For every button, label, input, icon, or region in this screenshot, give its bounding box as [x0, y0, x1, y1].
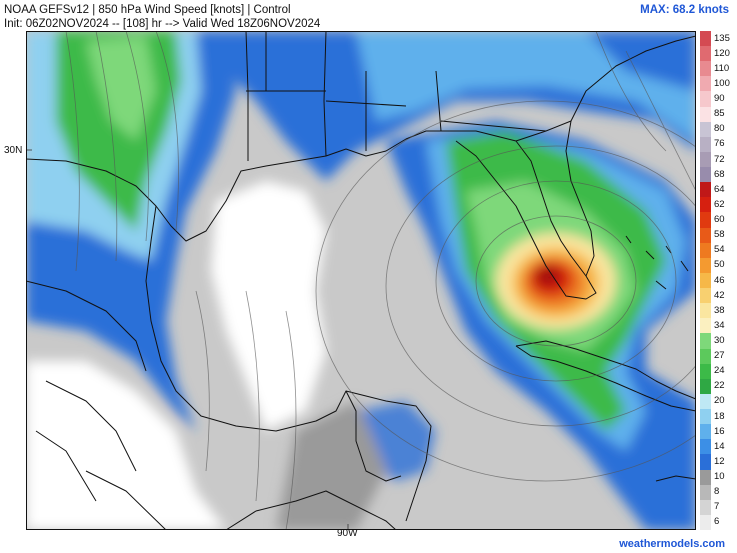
- colorbar-tick-label: 85: [714, 108, 725, 120]
- colorbar-tick-label: 110: [714, 62, 730, 74]
- colorbar-tick-label: 6: [714, 516, 720, 528]
- colorbar-tick-label: 58: [714, 229, 725, 241]
- colorbar-swatch: [700, 227, 711, 244]
- colorbar-swatch: [700, 439, 711, 455]
- colorbar-swatch: [700, 424, 711, 440]
- colorbar-swatch: [700, 212, 711, 229]
- colorbar-swatch: [700, 106, 711, 123]
- colorbar-tick-label: 27: [714, 350, 725, 362]
- colorbar-tick-label: 10: [714, 471, 725, 483]
- colorbar-tick-label: 22: [714, 380, 725, 392]
- colorbar-swatch: [700, 318, 711, 334]
- wind-streamlines: [65, 31, 696, 530]
- colorbar-tick-label: 62: [714, 198, 725, 210]
- colorbar-tick-label: 46: [714, 274, 725, 286]
- colorbar-swatch: [700, 469, 711, 486]
- colorbar-tick-label: 20: [714, 395, 725, 407]
- colorbar-tick-label: 34: [714, 319, 725, 331]
- colorbar-swatch: [700, 484, 711, 501]
- colorbar-swatch: [700, 167, 711, 183]
- colorbar-swatch: [700, 303, 711, 319]
- title-line-1: NOAA GEFSv12 | 850 hPa Wind Speed [knots…: [4, 4, 291, 16]
- colorbar-swatch: [700, 272, 711, 289]
- colorbar-tick-label: 68: [714, 168, 725, 180]
- colorbar-swatch: [700, 393, 711, 410]
- map-title: NOAA GEFSv12 | 850 hPa Wind Speed [knots…: [4, 3, 320, 31]
- colorbar-tick-label: 60: [714, 214, 725, 225]
- colorbar-swatch: [700, 151, 711, 168]
- colorbar-tick-label: 80: [714, 123, 725, 135]
- latitude-label: 30N: [4, 145, 23, 156]
- colorbar-tick-label: 76: [714, 138, 725, 150]
- colorbar-tick-label: 24: [714, 365, 725, 377]
- colorbar-tick-label: 12: [714, 455, 725, 467]
- colorbar-tick-label: 8: [714, 486, 720, 498]
- colorbar-swatch: [700, 46, 711, 62]
- colorbar-swatch: [700, 454, 711, 470]
- credit-link[interactable]: weathermodels.com: [619, 538, 725, 550]
- colorbar-swatch: [700, 288, 711, 304]
- wind-speed-map: [26, 31, 696, 530]
- colorbar-swatch: [700, 242, 711, 259]
- colorbar-tick-label: 135: [714, 32, 730, 44]
- colorbar-swatch: [700, 514, 711, 531]
- colorbar-tick-label: 90: [714, 93, 725, 105]
- colorbar-tick-label: 54: [714, 244, 725, 256]
- colorbar-tick-label: 18: [714, 410, 725, 422]
- longitude-label: 90W: [337, 528, 358, 539]
- title-line-2: Init: 06Z02NOV2024 -- [108] hr --> Valid…: [4, 18, 321, 30]
- colorbar-swatch: [700, 348, 711, 365]
- colorbar-swatch: [700, 363, 711, 380]
- coastline-lines: [26, 31, 696, 530]
- colorbar-swatch: [700, 136, 711, 153]
- colorbar-swatch: [700, 31, 711, 47]
- colorbar-swatch: [700, 76, 711, 92]
- colorbar-swatch: [700, 91, 711, 108]
- colorbar-tick-label: 100: [714, 77, 730, 89]
- colorbar-swatch: [700, 499, 711, 516]
- wind-speed-colorbar: 135 120 110 100 90 85 80 76 72 68 64 62 60 58 54 50 46 42…: [700, 31, 735, 531]
- colorbar-swatch: [700, 333, 711, 350]
- colorbar-tick-label: 14: [714, 440, 725, 452]
- colorbar-tick-label: 16: [714, 425, 725, 437]
- colorbar-tick-label: 72: [714, 153, 725, 165]
- colorbar-swatch: [700, 257, 711, 274]
- max-wind-label: MAX: 68.2 knots: [640, 4, 729, 16]
- colorbar-tick-label: 50: [714, 259, 725, 271]
- colorbar-swatch: [700, 61, 711, 77]
- colorbar-tick-label: 42: [714, 289, 725, 301]
- colorbar-tick-label: 30: [714, 334, 725, 346]
- colorbar-swatch: [700, 378, 711, 395]
- colorbar-swatch: [700, 182, 711, 198]
- colorbar-swatch: [700, 121, 711, 138]
- colorbar-tick-label: 64: [714, 183, 725, 195]
- colorbar-swatch: [700, 409, 711, 425]
- colorbar-tick-label: 120: [714, 47, 730, 59]
- colorbar-swatch: [700, 197, 711, 213]
- colorbar-tick-label: 38: [714, 304, 725, 316]
- colorbar-tick-label: 7: [714, 501, 720, 513]
